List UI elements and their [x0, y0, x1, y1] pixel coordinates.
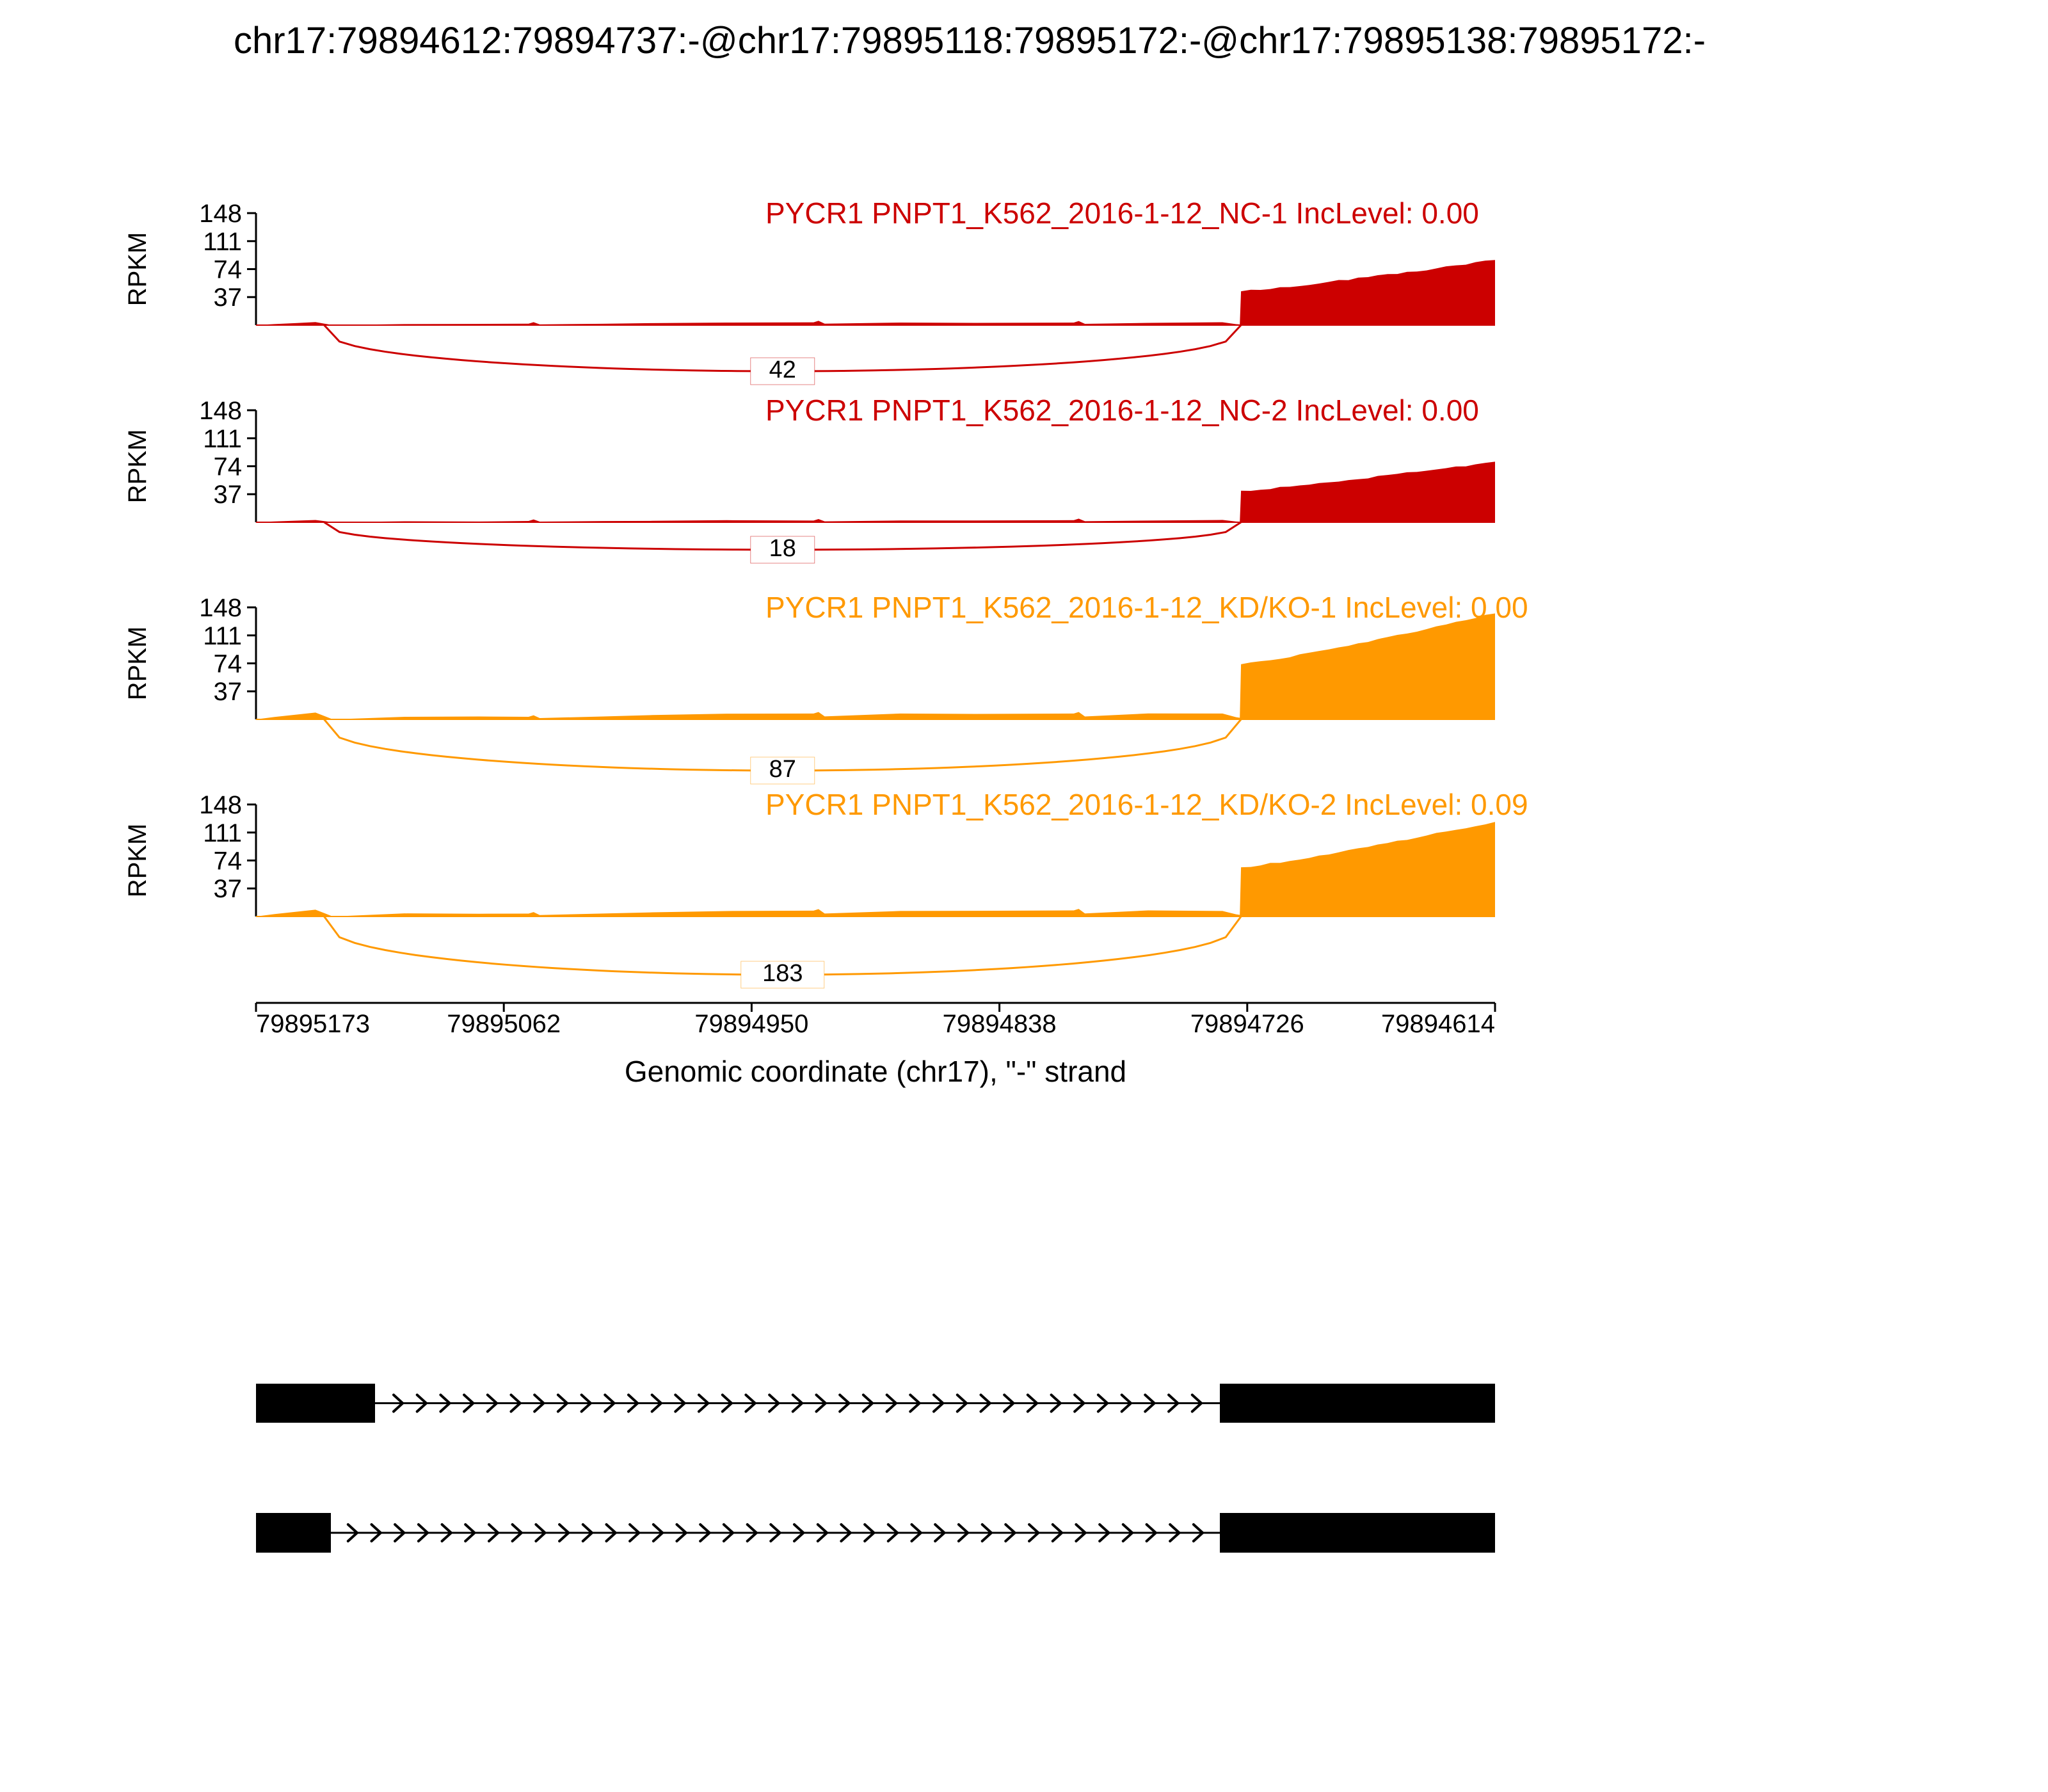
svg-text:111: 111 [203, 228, 242, 256]
svg-text:79894838: 79894838 [943, 1010, 1057, 1038]
svg-text:PYCR1 PNPT1_K562_2016-1-12_KD/: PYCR1 PNPT1_K562_2016-1-12_KD/KO-1 IncLe… [765, 591, 1528, 624]
svg-text:RPKM: RPKM [124, 627, 152, 701]
svg-text:Genomic coordinate (chr17), "-: Genomic coordinate (chr17), "-" strand [625, 1055, 1126, 1088]
svg-text:74: 74 [214, 256, 243, 284]
svg-text:148: 148 [199, 594, 242, 622]
svg-text:74: 74 [214, 453, 243, 481]
svg-text:79895062: 79895062 [447, 1010, 561, 1038]
svg-text:37: 37 [214, 875, 243, 903]
svg-text:183: 183 [762, 960, 803, 987]
svg-text:PYCR1 PNPT1_K562_2016-1-12_NC-: PYCR1 PNPT1_K562_2016-1-12_NC-2 IncLevel… [765, 394, 1479, 427]
svg-text:111: 111 [203, 622, 242, 650]
svg-text:RPKM: RPKM [124, 824, 152, 898]
svg-text:42: 42 [769, 356, 796, 383]
svg-text:111: 111 [203, 819, 242, 847]
svg-text:79894726: 79894726 [1190, 1010, 1304, 1038]
svg-text:79895173: 79895173 [256, 1010, 370, 1038]
svg-text:37: 37 [214, 481, 243, 509]
svg-text:PYCR1 PNPT1_K562_2016-1-12_NC-: PYCR1 PNPT1_K562_2016-1-12_NC-1 IncLevel… [765, 196, 1479, 230]
svg-text:79894614: 79894614 [1381, 1010, 1495, 1038]
svg-text:37: 37 [214, 284, 243, 312]
svg-text:74: 74 [214, 847, 243, 876]
svg-text:79894950: 79894950 [694, 1010, 808, 1038]
svg-text:74: 74 [214, 650, 243, 678]
svg-text:37: 37 [214, 678, 243, 706]
svg-text:87: 87 [769, 756, 796, 783]
svg-text:RPKM: RPKM [124, 232, 152, 307]
svg-text:148: 148 [199, 397, 242, 425]
svg-text:148: 148 [199, 791, 242, 819]
svg-text:18: 18 [769, 535, 796, 562]
svg-text:111: 111 [203, 425, 242, 453]
svg-text:PYCR1 PNPT1_K562_2016-1-12_KD/: PYCR1 PNPT1_K562_2016-1-12_KD/KO-2 IncLe… [765, 788, 1528, 821]
svg-text:148: 148 [199, 200, 242, 228]
svg-text:RPKM: RPKM [124, 429, 152, 504]
